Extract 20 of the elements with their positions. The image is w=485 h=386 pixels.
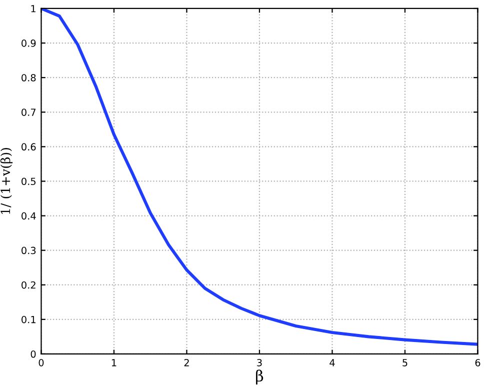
y-axis-title: 1/ (1+v(β)) — [0, 148, 13, 214]
x-tick-label: 3 — [257, 358, 262, 366]
y-tick-label: 1 — [31, 5, 36, 12]
x-axis-title: β — [256, 370, 264, 384]
y-tick-label: 0.7 — [22, 108, 36, 116]
y-tick-label: 0.5 — [22, 178, 36, 186]
x-tick-label: 2 — [184, 358, 189, 366]
y-tick-label: 0.1 — [22, 316, 36, 324]
x-tick-label: 4 — [330, 359, 335, 366]
y-tick-label: 0.9 — [22, 40, 36, 47]
y-tick-label: 0.3 — [22, 246, 36, 254]
y-tick-label: 0.2 — [22, 281, 36, 289]
x-tick-label: 5 — [402, 359, 408, 366]
x-tick-label: 0 — [38, 358, 44, 366]
y-tick-label: 0.8 — [22, 74, 36, 82]
y-tick-label: 0.6 — [22, 143, 36, 151]
x-tick-label: 6 — [475, 358, 480, 366]
y-tick-label: 0.4 — [22, 212, 36, 220]
y-tick-label: 0 — [30, 350, 36, 358]
x-tick-label: 1 — [112, 359, 116, 366]
